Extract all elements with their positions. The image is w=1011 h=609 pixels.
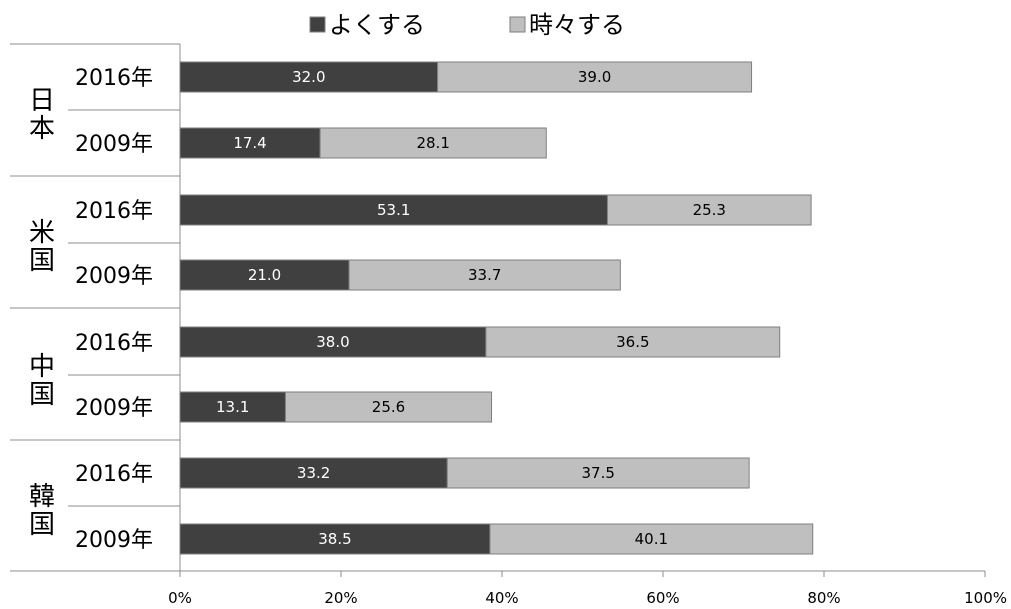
group-label-3-char-2: 国 xyxy=(29,380,55,410)
x-axis: 0% 20% 40% 60% 80% 100% xyxy=(10,570,1007,607)
data-label-series2-row2: 28.1 xyxy=(416,134,449,152)
bar-series2-row6 xyxy=(284,391,493,423)
group-label-3-char-1: 中 xyxy=(29,352,55,382)
year-label-row8: 2009年 xyxy=(75,528,153,553)
group-label-1-char-2: 本 xyxy=(29,114,55,144)
data-label-series1-row6: 13.1 xyxy=(216,398,249,416)
bar-series2-row7 xyxy=(446,457,750,489)
data-label-series1-row7: 33.2 xyxy=(297,464,330,482)
legend-swatch-2 xyxy=(509,16,526,33)
group-label-4-char-1: 韓 xyxy=(29,482,55,512)
data-label-series1-row1: 32.0 xyxy=(292,68,325,86)
bar-series2-row5 xyxy=(485,326,781,358)
x-tick-label-5: 80% xyxy=(807,589,840,607)
group-label-2-char-2: 国 xyxy=(29,246,55,276)
x-tick-label-4: 60% xyxy=(646,589,679,607)
group-label-2-char-1: 米 xyxy=(29,218,55,248)
bar-series2-row1 xyxy=(437,61,753,93)
year-label-row6: 2009年 xyxy=(75,396,153,421)
data-label-series2-row7: 37.5 xyxy=(581,464,614,482)
bar-series1-row5 xyxy=(179,326,487,358)
x-tick-label-3: 40% xyxy=(485,589,518,607)
year-label-row5: 2016年 xyxy=(75,331,153,356)
row-labels: 2016年 2009年 2016年 2009年 2016年 2009年 2016年 2009年… xyxy=(29,66,153,553)
bar-series1-row3 xyxy=(179,194,608,226)
group-label-4-char-2: 国 xyxy=(29,510,55,540)
data-label-series2-row6: 25.6 xyxy=(372,398,405,416)
x-tick-label-6: 100% xyxy=(964,589,1007,607)
data-label-series2-row1: 39.0 xyxy=(578,68,611,86)
bar-series1-row7 xyxy=(179,457,448,489)
bar-series2-row8 xyxy=(489,523,814,555)
legend: よくする 時々する xyxy=(309,11,625,39)
legend-label-2: 時々する xyxy=(529,11,625,39)
bar-series1-row8 xyxy=(179,523,491,555)
year-label-row7: 2016年 xyxy=(75,462,153,487)
data-label-series2-row8: 40.1 xyxy=(635,530,668,548)
bar-series1-row2 xyxy=(179,127,321,159)
data-label-series2-row3: 25.3 xyxy=(693,201,726,219)
data-label-series1-row8: 38.5 xyxy=(318,530,351,548)
data-label-series2-row4: 33.7 xyxy=(468,266,501,284)
x-tick-label-2: 20% xyxy=(324,589,357,607)
bars: 32.0 39.0 17.4 28.1 53.1 25.3 21.0 33.7 38.0 36.5… xyxy=(179,61,814,555)
bar-series1-row6 xyxy=(179,391,286,423)
x-tick-label-1: 0% xyxy=(168,589,192,607)
data-label-series2-row5: 36.5 xyxy=(616,333,649,351)
group-label-1-char-1: 日 xyxy=(29,86,55,116)
bar-series2-row2 xyxy=(319,127,547,159)
year-label-row2: 2009年 xyxy=(75,132,153,157)
year-label-row4: 2009年 xyxy=(75,264,153,289)
data-label-series1-row4: 21.0 xyxy=(248,266,281,284)
legend-label-1: よくする xyxy=(329,11,425,39)
data-label-series1-row5: 38.0 xyxy=(316,333,349,351)
data-label-series1-row2: 17.4 xyxy=(233,134,266,152)
year-label-row1: 2016年 xyxy=(75,66,153,91)
bar-series2-row3 xyxy=(606,194,812,226)
year-label-row3: 2016年 xyxy=(75,199,153,224)
legend-swatch-1 xyxy=(309,16,326,33)
bar-series1-row4 xyxy=(179,259,350,291)
bar-series2-row4 xyxy=(348,259,621,291)
data-label-series1-row3: 53.1 xyxy=(377,201,410,219)
